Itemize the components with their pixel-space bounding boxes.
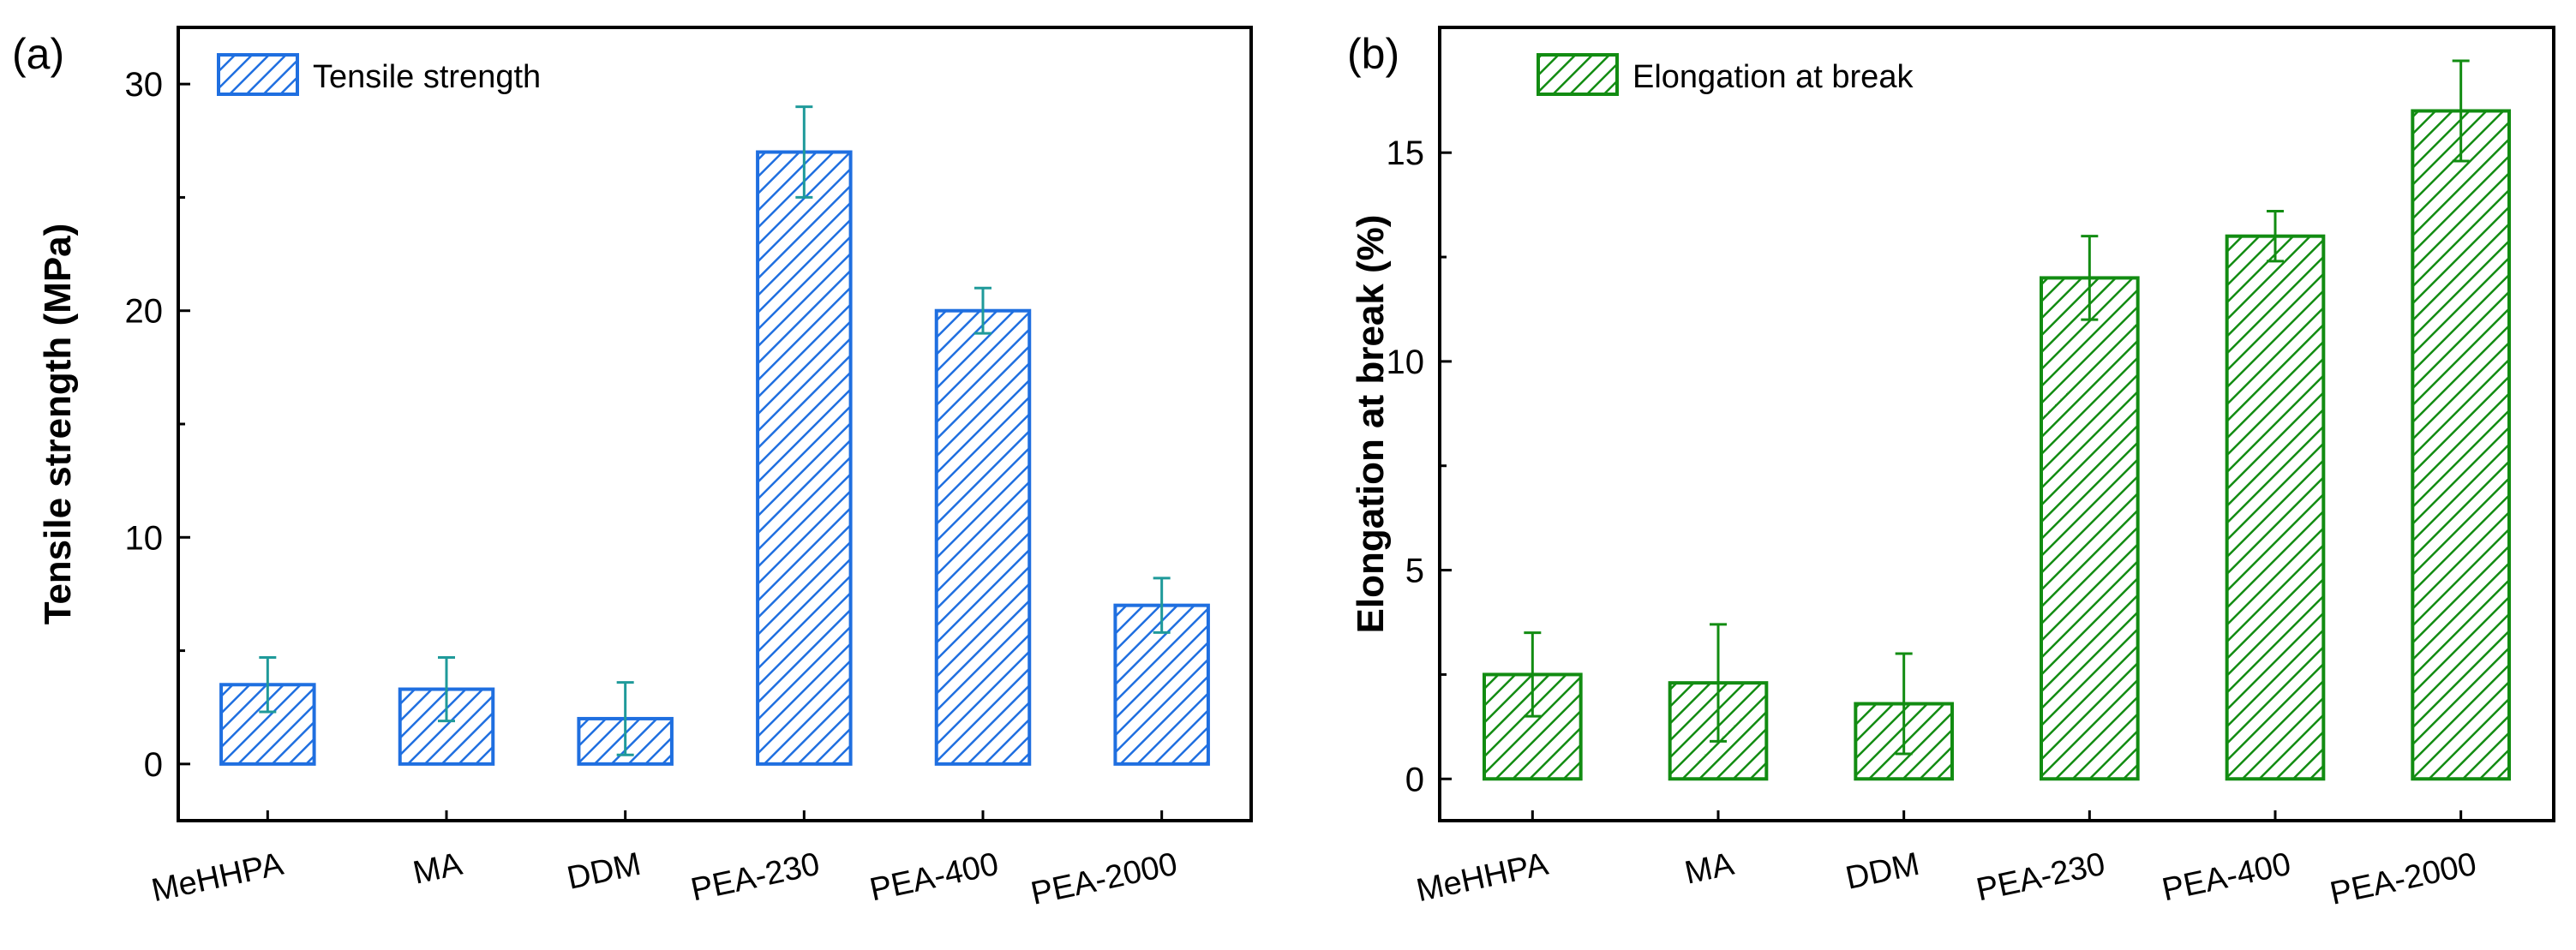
y-tick-label: 10 bbox=[1387, 344, 1425, 381]
x-tick-label: DDM bbox=[1842, 846, 1922, 897]
legend: Elongation at break bbox=[1537, 53, 1914, 96]
bar-pea-400 bbox=[934, 308, 1032, 766]
y-tick-label: 20 bbox=[125, 293, 164, 331]
x-tick-label: PEA-230 bbox=[688, 846, 824, 909]
y-tick-label: 30 bbox=[125, 66, 164, 104]
x-tick-label: PEA-230 bbox=[1974, 846, 2109, 909]
x-tick-label: PEA-400 bbox=[866, 846, 1002, 909]
bar-pea-230 bbox=[756, 150, 853, 766]
plot-frame bbox=[177, 26, 1253, 822]
x-tick-label: PEA-400 bbox=[2159, 846, 2294, 909]
legend-swatch bbox=[217, 53, 299, 96]
y-tick-label: 0 bbox=[144, 746, 163, 784]
bar-pea-400 bbox=[2225, 234, 2326, 781]
chart-panel-1: (a) Tensile strength (MPa) 0 10 20 30 MeHHPA MA… bbox=[12, 26, 1253, 912]
chart-panel-2: (b) Elongation at break (%) 0 5 10 15 MeHHPA MA… bbox=[1347, 26, 2555, 912]
legend-label: Elongation at break bbox=[1632, 59, 1914, 95]
legend-swatch bbox=[1537, 53, 1619, 96]
y-tick-label: 10 bbox=[125, 519, 164, 557]
panel-label: (a) bbox=[12, 30, 64, 78]
x-tick-label: MA bbox=[1681, 846, 1737, 892]
y-axis-label: Elongation at break (%) bbox=[1350, 215, 1392, 634]
y-tick-label: 5 bbox=[1405, 553, 1424, 590]
x-tick-label: PEA-2000 bbox=[2327, 846, 2479, 912]
x-tick-label: MA bbox=[410, 846, 465, 892]
legend-label: Tensile strength bbox=[313, 59, 541, 95]
bar-pea-2000 bbox=[2411, 109, 2511, 781]
panel-label: (b) bbox=[1347, 30, 1399, 78]
y-tick-label: 15 bbox=[1387, 134, 1425, 172]
legend: Tensile strength bbox=[217, 53, 541, 96]
y-axis-label: Tensile strength (MPa) bbox=[37, 224, 79, 625]
y-tick-label: 0 bbox=[1405, 761, 1424, 798]
x-tick-label: PEA-2000 bbox=[1027, 846, 1180, 912]
x-tick-label: MeHHPA bbox=[148, 846, 287, 910]
x-tick-label: MeHHPA bbox=[1413, 846, 1552, 910]
x-tick-label: DDM bbox=[564, 846, 644, 897]
bar-pea-230 bbox=[2040, 276, 2140, 781]
plot-frame bbox=[1438, 26, 2555, 822]
